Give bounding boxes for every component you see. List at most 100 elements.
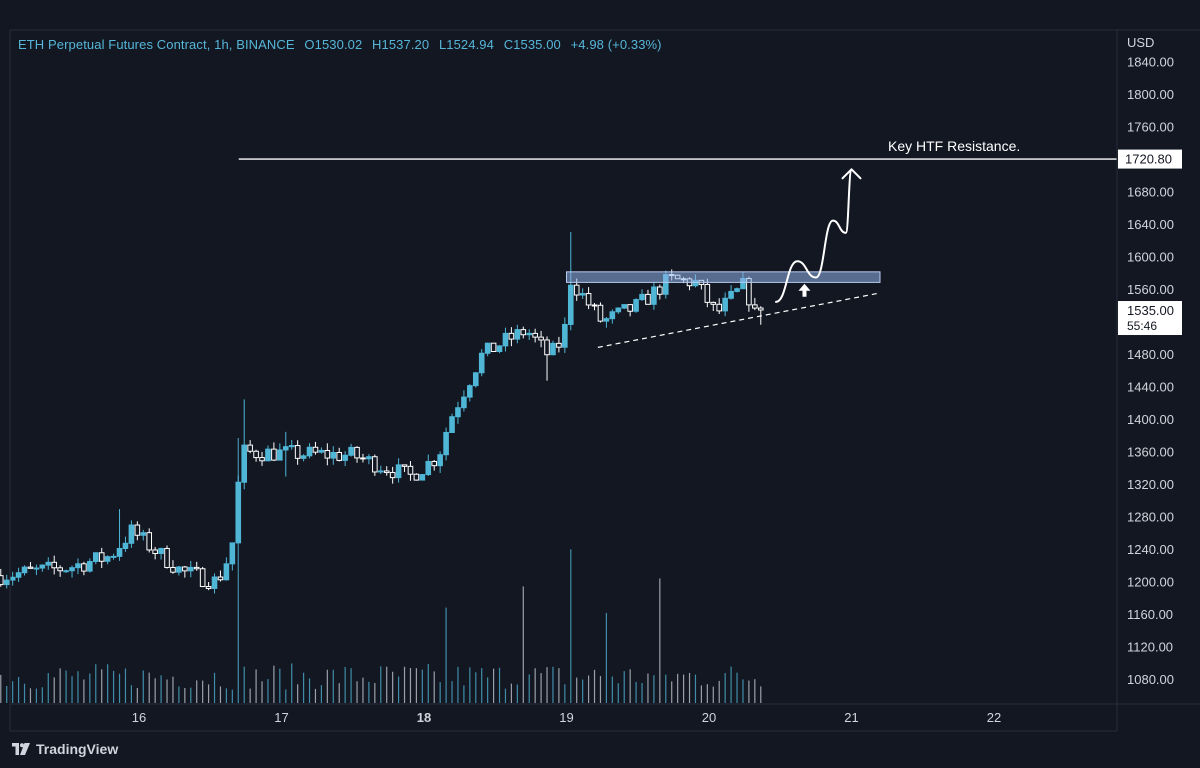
candle-body	[467, 385, 473, 398]
candle	[366, 454, 372, 465]
candle	[241, 399, 248, 490]
candle-body	[158, 547, 164, 555]
candle	[158, 547, 164, 560]
drawings[interactable]: Key HTF Resistance.	[238, 138, 1117, 348]
candle	[455, 401, 461, 424]
candle-body	[461, 396, 467, 409]
candle	[615, 307, 622, 315]
volume-bar	[302, 672, 305, 703]
volume-bar	[433, 671, 435, 703]
volume-bar	[409, 668, 412, 703]
volume-bar	[659, 578, 661, 703]
candle-body	[27, 566, 34, 569]
candle-body	[472, 372, 479, 387]
time-tick-label: 20	[702, 710, 716, 725]
candle-body	[377, 470, 384, 473]
candle	[472, 372, 479, 388]
volume-bar	[213, 672, 216, 703]
candle-body	[532, 332, 538, 338]
candle	[253, 449, 259, 462]
candle-body	[63, 570, 69, 573]
candle	[508, 327, 515, 347]
supply-zone[interactable]	[566, 271, 881, 283]
volume-bar	[516, 684, 518, 703]
volume-bar	[95, 664, 97, 703]
price-tick-label: 1840.00	[1127, 55, 1174, 70]
candle-body	[235, 481, 242, 544]
candle-body	[271, 448, 277, 461]
open-value: O1530.02	[304, 37, 363, 52]
candle-body	[312, 446, 319, 453]
candle	[728, 285, 734, 300]
candle-body	[265, 448, 271, 462]
countdown-text: 55:46	[1127, 319, 1157, 333]
volume-bar	[338, 683, 340, 703]
candle	[51, 555, 58, 575]
candle	[104, 555, 111, 565]
candle	[413, 473, 420, 481]
time-tick-label: 18	[417, 710, 431, 725]
candle	[425, 454, 432, 476]
volume-bar	[445, 607, 447, 703]
price-axis-unit: USD	[1127, 35, 1154, 50]
candle	[229, 542, 236, 571]
volume-bar	[350, 668, 352, 703]
candle-body	[372, 456, 378, 473]
volume-bar	[273, 665, 275, 703]
volume-bar	[285, 689, 287, 703]
volume-bar	[6, 685, 8, 703]
tradingview-logo[interactable]: TradingView	[12, 741, 118, 757]
volume-bar	[540, 673, 542, 703]
candle-body	[585, 293, 592, 306]
candle-body	[39, 564, 46, 569]
candle-body	[348, 446, 354, 456]
candle	[27, 562, 34, 569]
projection-path[interactable]	[774, 169, 853, 303]
candle-body	[9, 576, 16, 581]
candle	[116, 509, 123, 561]
candle	[437, 451, 443, 473]
volume-bar	[564, 684, 566, 703]
time-tick-label: 21	[844, 710, 858, 725]
candle	[609, 309, 616, 324]
volume-bar	[154, 678, 156, 703]
candle	[146, 528, 153, 553]
price-tick-label: 1160.00	[1127, 607, 1173, 622]
candle	[514, 324, 521, 344]
candle-body	[591, 304, 598, 307]
candle-body	[336, 452, 343, 461]
candle	[122, 536, 129, 552]
time-axis-ticks[interactable]: 16 17 18 19 20 21 22	[132, 710, 1001, 725]
candle-body	[490, 342, 497, 352]
volume-bar	[380, 666, 382, 703]
price-tick-label: 1200.00	[1127, 575, 1174, 590]
volume-bar	[487, 677, 489, 703]
high-value: H1537.20	[372, 37, 430, 52]
candle-body	[330, 452, 337, 459]
candle-body	[69, 567, 75, 572]
candle-body	[57, 567, 63, 572]
volume-bar	[647, 673, 649, 703]
candle	[704, 278, 711, 308]
candle	[419, 473, 426, 481]
candle-body	[621, 304, 628, 309]
volume-bar	[386, 666, 388, 703]
volume-bar	[225, 688, 227, 703]
candle	[294, 440, 301, 465]
candle	[585, 287, 592, 310]
candle	[199, 566, 206, 588]
candle-body	[413, 473, 420, 481]
candle-body	[573, 284, 580, 296]
candle	[342, 451, 348, 467]
volume-bar	[368, 681, 370, 703]
candle-body	[484, 342, 491, 354]
candle-body	[75, 563, 81, 569]
symbol-label[interactable]: ETH Perpetual Futures Contract, 1h, BINA…	[18, 37, 295, 52]
volume-bar	[35, 688, 37, 703]
candle	[235, 475, 242, 544]
candle-body	[182, 566, 188, 572]
ascending-trendline[interactable]	[597, 292, 881, 348]
volume-bar	[356, 681, 358, 703]
